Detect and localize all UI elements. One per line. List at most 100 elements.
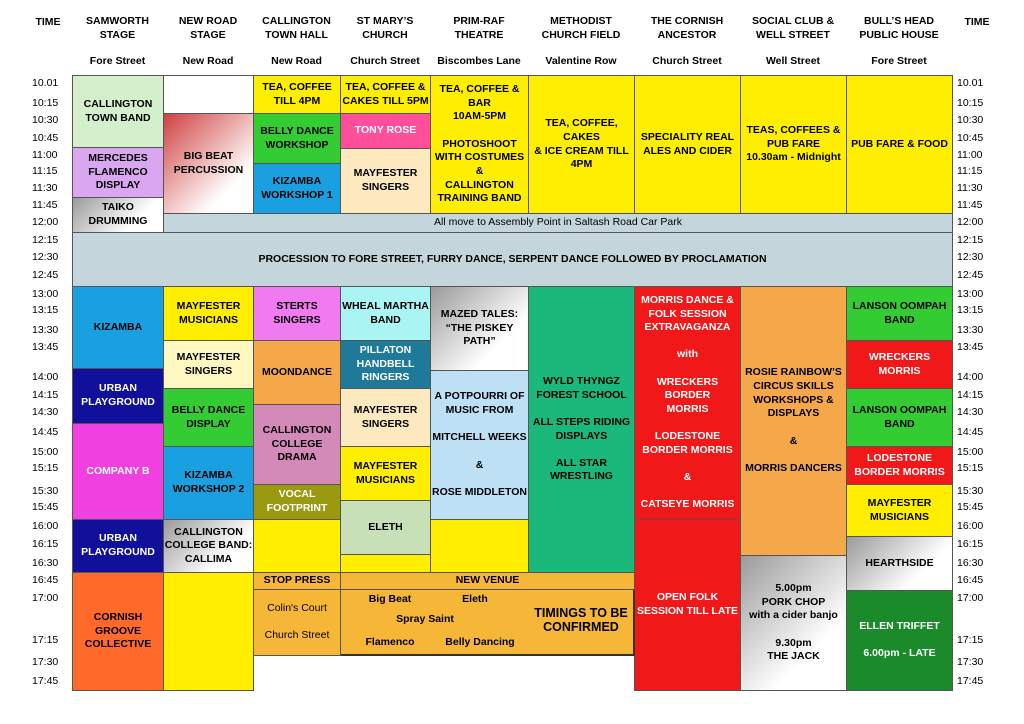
empty-slot [430, 519, 529, 573]
venue-name: NEW ROAD STAGE [178, 15, 238, 41]
venue-street: New Road [271, 55, 322, 67]
event: A POTPOURRI OF MUSIC FROM MITCHELL WEEKS… [430, 370, 529, 520]
event: TAIKO DRUMMING [72, 197, 164, 233]
time-label: 15:45 [957, 501, 984, 513]
time-label: 15:15 [32, 462, 59, 474]
stop-press-act: Flamenco [365, 636, 415, 648]
time-label: 13:30 [957, 324, 984, 336]
event: MORRIS DANCE & FOLK SESSION EXTRAVAGANZA… [634, 286, 741, 520]
time-label: 15:45 [32, 501, 59, 513]
venue-street: Church Street [350, 55, 420, 67]
event: MAZED TALES: “THE PISKEY PATH” [430, 286, 529, 371]
time-label: 16:45 [957, 574, 984, 586]
time-label: 12:15 [957, 234, 984, 246]
time-label: 16:15 [32, 538, 59, 550]
time-label: 10:15 [957, 97, 984, 109]
time-label: 10:30 [957, 114, 984, 126]
event: KIZAMBA WORKSHOP 2 [163, 446, 254, 520]
time-label: 14:30 [32, 406, 59, 418]
time-label: 11:00 [957, 149, 983, 161]
time-label: 14:45 [32, 426, 59, 438]
venue-street: Church Street [652, 55, 722, 67]
time-label: 15:00 [957, 446, 984, 458]
time-header: TIME [35, 16, 61, 28]
event: CALLINGTON COLLEGE DRAMA [253, 404, 341, 485]
venue-name: SAMWORTH STAGE [86, 15, 149, 41]
time-label: 13:15 [957, 304, 984, 316]
stop-press-act: Belly Dancing [445, 636, 515, 648]
event: TEA, COFFEE & CAKES TILL 5PM [340, 75, 431, 114]
event: VOCAL FOOTPRINT [253, 484, 341, 520]
time-label: 13:00 [957, 288, 984, 300]
event: ROSIE RAINBOW’S CIRCUS SKILLS WORKSHOPS … [740, 286, 847, 556]
venue-name: CALLINGTON TOWN HALL [262, 15, 331, 41]
event: 5.00pm PORK CHOP with a cider banjo 9.30… [740, 555, 847, 691]
time-label: 10.01 [32, 77, 59, 89]
time-label: 16:45 [32, 574, 59, 586]
event: CALLINGTON COLLEGE BAND: CALLIMA [163, 519, 254, 573]
event: BELLY DANCE DISPLAY [163, 388, 254, 447]
stop-press-act: Big Beat [368, 593, 412, 605]
time-label: 15:30 [32, 485, 59, 497]
time-label: 17:30 [957, 656, 984, 668]
time-label: 13:45 [32, 341, 59, 353]
time-label: 17:45 [32, 675, 59, 687]
event: HEARTHSIDE [846, 536, 953, 591]
event: PUB FARE & FOOD [846, 75, 953, 214]
stop-press-location: Colin's Court Church Street [253, 589, 341, 656]
time-label: 11:30 [32, 182, 58, 194]
event: WYLD THYNGZ FOREST SCHOOL ALL STEPS RIDI… [528, 286, 635, 573]
time-label: 11:45 [957, 199, 983, 211]
event: COMPANY B [72, 423, 164, 520]
venue-street: Biscombes Lane [437, 55, 521, 67]
stop-press-note: TIMINGS TO BE CONFIRMED [534, 606, 628, 634]
venue-name: THE CORNISH ANCESTOR [650, 15, 724, 41]
stop-press-act: Eleth [462, 593, 488, 605]
time-label: 12:15 [32, 234, 59, 246]
time-label: 17:45 [957, 675, 984, 687]
time-label: 11:00 [32, 149, 58, 161]
venue-name: BULL’S HEAD PUBLIC HOUSE [859, 15, 939, 41]
banner: All move to Assembly Point in Saltash Ro… [163, 213, 953, 233]
event: MAYFESTER SINGERS [340, 148, 431, 214]
time-label: 17:15 [957, 634, 984, 646]
time-label: 16:00 [32, 520, 59, 532]
event: OPEN FOLK SESSION TILL LATE [634, 519, 741, 691]
venue-street: Fore Street [871, 55, 927, 67]
time-label: 13:00 [32, 288, 59, 300]
time-label: 16:00 [957, 520, 984, 532]
time-label: 14:00 [957, 371, 984, 383]
stop-press-title: STOP PRESS [253, 572, 341, 590]
time-label: 13:45 [957, 341, 984, 353]
time-label: 11:15 [957, 165, 983, 177]
event: MERCEDES FLAMENCO DISPLAY [72, 147, 164, 198]
event: MAYFESTER SINGERS [340, 388, 431, 447]
event: TONY ROSE [340, 113, 431, 149]
event: MAYFESTER SINGERS [163, 340, 254, 389]
time-label: 16:30 [957, 557, 984, 569]
venue-name: ST MARY’S CHURCH [356, 15, 414, 41]
event: MOONDANCE [253, 340, 341, 405]
event: TEA, COFFEE & BAR 10AM-5PM PHOTOSHOOT WI… [430, 75, 529, 214]
time-label: 11:15 [32, 165, 58, 177]
time-label: 15:00 [32, 446, 59, 458]
stop-press-venue: NEW VENUE [340, 572, 635, 590]
venue-name: METHODIST CHURCH FIELD [541, 15, 621, 41]
event: BELLY DANCE WORKSHOP [253, 113, 341, 164]
time-label: 15:30 [957, 485, 984, 497]
time-label: 14:30 [957, 406, 984, 418]
time-label: 10:45 [957, 132, 984, 144]
time-label: 10:45 [32, 132, 59, 144]
time-label: 14:15 [32, 389, 59, 401]
time-label: 10.01 [957, 77, 984, 89]
time-label: 16:15 [957, 538, 984, 550]
event: TEA, COFFEE, CAKES & ICE CREAM TILL 4PM [528, 75, 635, 214]
event: TEA, COFFEE TILL 4PM [253, 75, 341, 114]
event: LANSON OOMPAH BAND [846, 286, 953, 341]
time-label: 13:15 [32, 304, 59, 316]
time-label: 12:30 [957, 251, 984, 263]
time-label: 17:00 [957, 592, 984, 604]
empty-slot [253, 519, 341, 573]
time-label: 12:45 [957, 269, 984, 281]
